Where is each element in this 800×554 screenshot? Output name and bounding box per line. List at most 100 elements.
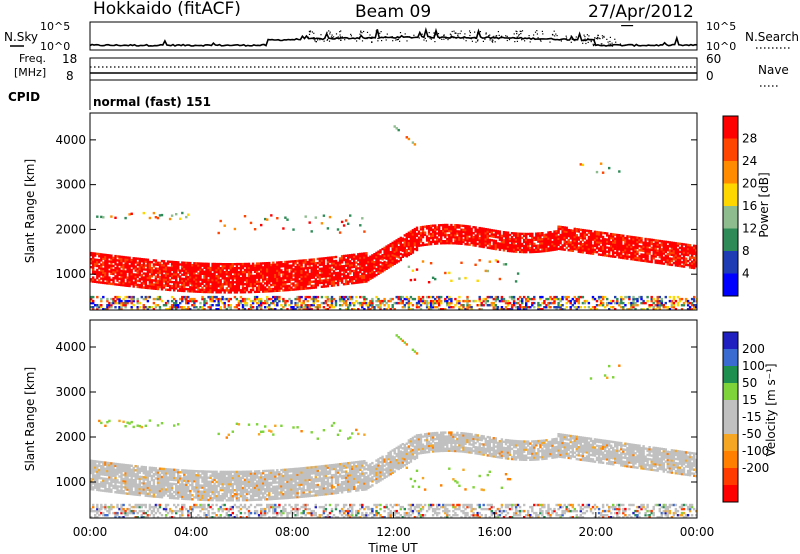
- heatmap-cell: [504, 301, 508, 305]
- heatmap-cell: [98, 304, 101, 307]
- heatmap-cell: [628, 235, 631, 238]
- heatmap-cell: [304, 297, 307, 301]
- heatmap-cell: [644, 239, 647, 243]
- heatmap-cell: [320, 222, 324, 225]
- heatmap-cell: [100, 467, 103, 470]
- heatmap-cell: [684, 243, 688, 246]
- heatmap-cell: [251, 288, 255, 292]
- heatmap-cell: [235, 271, 239, 274]
- heatmap-cell: [690, 256, 694, 259]
- heatmap-cell: [191, 264, 194, 267]
- heatmap-cell: [349, 264, 352, 267]
- heatmap-cell: [405, 251, 408, 254]
- heatmap-cell: [565, 295, 568, 299]
- heatmap-cell: [274, 285, 277, 289]
- heatmap-cell: [219, 267, 222, 270]
- heatmap-cell: [510, 238, 514, 241]
- heatmap-cell: [405, 253, 408, 256]
- heatmap-cell: [231, 289, 234, 292]
- heatmap-cell: [595, 304, 599, 307]
- heatmap-cell: [251, 284, 255, 288]
- heatmap-cell: [160, 270, 164, 273]
- heatmap-cell: [585, 299, 589, 303]
- heatmap-cell: [518, 304, 522, 307]
- heatmap-cell: [158, 283, 162, 287]
- heatmap-cell: [245, 266, 249, 270]
- heatmap-cell: [98, 509, 101, 513]
- heatmap-cell: [545, 235, 548, 238]
- heatmap-cell: [622, 234, 625, 237]
- heatmap-cell: [90, 479, 93, 483]
- heatmap-cell: [638, 295, 641, 299]
- heatmap-cell: [468, 306, 471, 309]
- nsearch-point: [457, 34, 459, 36]
- heatmap-cell: [177, 263, 180, 266]
- heatmap-cell: [440, 242, 443, 245]
- heatmap-cell: [195, 276, 198, 279]
- heatmap-cell: [369, 255, 372, 258]
- heatmap-cell: [94, 470, 97, 473]
- heatmap-cell: [253, 284, 257, 288]
- heatmap-cell: [223, 279, 226, 282]
- heatmap-cell: [148, 274, 152, 278]
- heatmap-cell: [630, 253, 633, 257]
- heatmap-cell: [591, 297, 595, 301]
- heatmap-cell: [486, 240, 489, 243]
- heatmap-cell: [120, 308, 123, 310]
- heatmap-cell: [539, 240, 542, 243]
- heatmap-cell: [118, 257, 121, 260]
- heatmap-cell: [229, 304, 232, 307]
- heatmap-cell: [108, 474, 111, 477]
- nsearch-point: [385, 39, 387, 41]
- heatmap-cell: [217, 269, 220, 272]
- heatmap-cell: [529, 232, 532, 236]
- heatmap-cell: [525, 236, 528, 240]
- heatmap-cell: [120, 299, 123, 303]
- nsearch-point: [516, 36, 518, 38]
- heatmap-cell: [94, 460, 97, 463]
- heatmap-cell: [472, 242, 475, 245]
- heatmap-cell: [290, 286, 293, 289]
- heatmap-cell: [478, 239, 481, 242]
- heatmap-cell: [640, 237, 643, 240]
- heatmap-cell: [559, 233, 562, 237]
- heatmap-cell: [266, 268, 269, 271]
- heatmap-cell: [415, 244, 419, 248]
- heatmap-cell: [120, 511, 123, 515]
- heatmap-cell: [120, 263, 123, 267]
- heatmap-cell: [367, 301, 370, 305]
- heatmap-cell: [262, 284, 265, 287]
- heatmap-cell: [599, 304, 603, 307]
- heatmap-cell: [405, 249, 408, 252]
- heatmap-cell: [585, 229, 589, 232]
- heatmap-cell: [118, 516, 121, 518]
- heatmap-cell: [215, 281, 218, 284]
- heatmap-cell: [262, 301, 265, 305]
- heatmap-cell: [442, 234, 445, 237]
- nsearch-point: [453, 30, 455, 32]
- heatmap-cell: [417, 238, 421, 241]
- heatmap-cell: [541, 242, 544, 245]
- heatmap-cell: [280, 279, 283, 282]
- heatmap-cell: [656, 259, 659, 262]
- heatmap-cell: [521, 232, 524, 236]
- heatmap-cell: [688, 252, 692, 255]
- heatmap-cell: [385, 255, 388, 258]
- heatmap-cell: [94, 254, 97, 257]
- heatmap-cell: [458, 308, 461, 310]
- heatmap-cell: [488, 234, 491, 238]
- heatmap-cell: [684, 251, 688, 254]
- heatmap-cell: [557, 237, 560, 240]
- y-tick-label: 4000: [55, 133, 86, 147]
- heatmap-cell: [318, 279, 321, 283]
- heatmap-cell: [102, 511, 105, 515]
- heatmap-cell: [243, 270, 247, 274]
- heatmap-cell: [274, 279, 277, 282]
- heatmap-cell: [112, 484, 115, 488]
- heatmap-cell: [177, 285, 180, 288]
- heatmap-cell: [425, 237, 429, 240]
- heatmap-cell: [561, 246, 564, 249]
- heatmap-cell: [664, 248, 667, 252]
- heatmap-cell: [541, 238, 544, 241]
- heatmap-cell: [415, 240, 419, 244]
